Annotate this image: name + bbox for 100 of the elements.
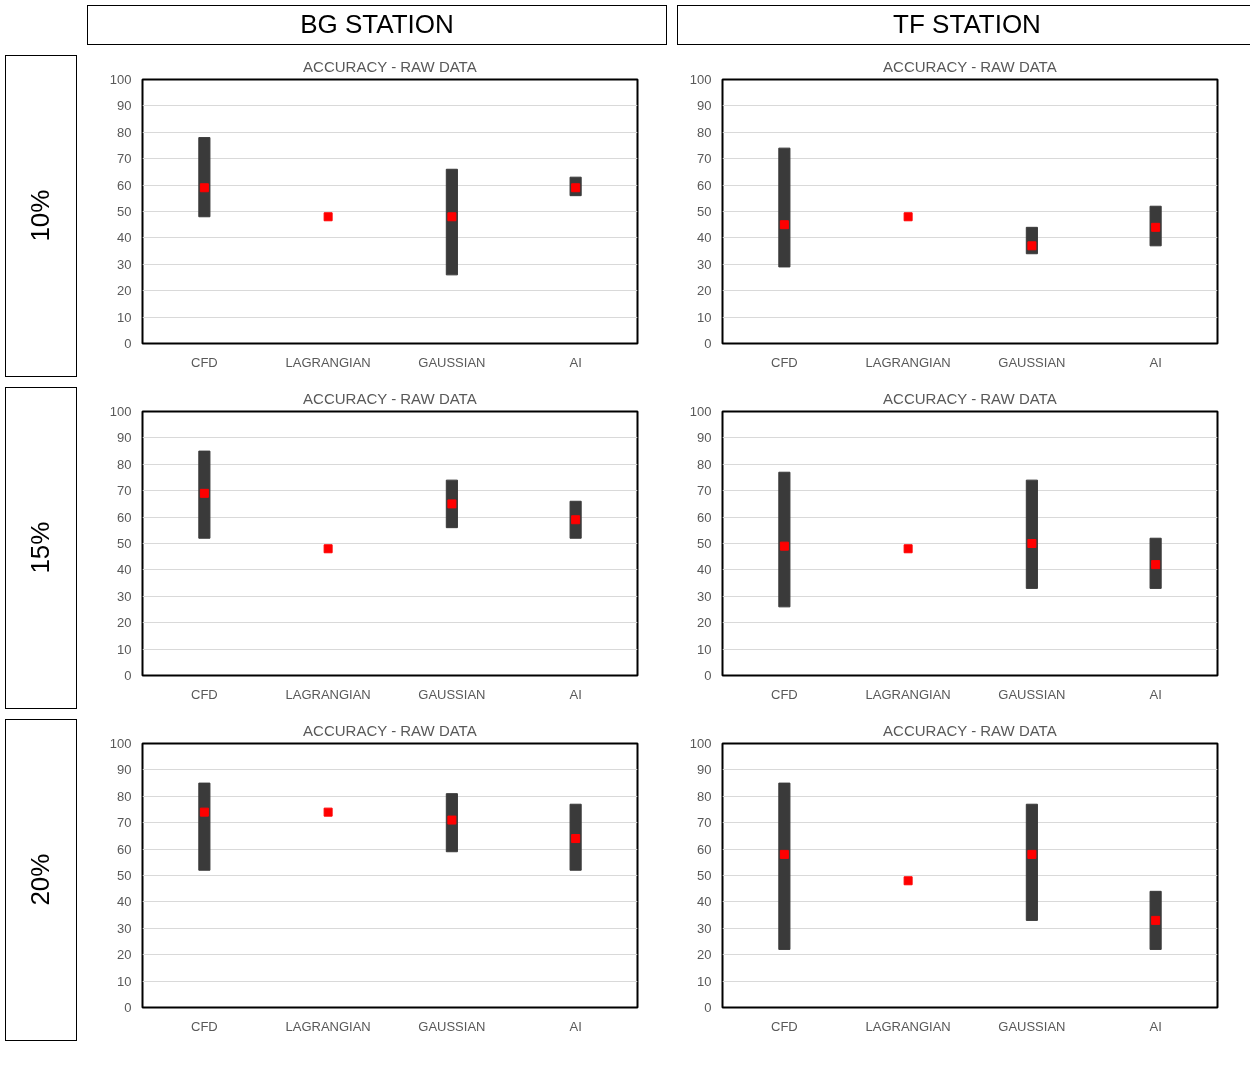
y-tick-label: 70 bbox=[697, 815, 712, 831]
y-tick-label: 10 bbox=[697, 641, 712, 657]
x-tick-label: CFD bbox=[771, 686, 798, 702]
x-tick-label: GAUSSIAN bbox=[998, 354, 1066, 370]
x-tick-label: AI bbox=[1149, 354, 1162, 370]
y-tick-label: 20 bbox=[117, 615, 132, 631]
y-tick-label: 0 bbox=[704, 668, 712, 683]
y-tick-label: 90 bbox=[117, 98, 132, 114]
y-tick-label: 100 bbox=[109, 736, 132, 751]
y-tick-label: 30 bbox=[697, 920, 712, 936]
chart-title: ACCURACY - RAW DATA bbox=[883, 721, 1057, 739]
y-tick-label: 10 bbox=[117, 309, 132, 325]
bar bbox=[445, 168, 458, 276]
bar bbox=[1025, 479, 1038, 589]
y-tick-label: 50 bbox=[697, 868, 712, 883]
x-tick-label: GAUSSIAN bbox=[418, 1018, 486, 1034]
y-tick-label: 90 bbox=[697, 762, 712, 778]
y-tick-label: 80 bbox=[697, 124, 712, 140]
y-tick-label: 80 bbox=[117, 456, 132, 472]
bar bbox=[1025, 803, 1038, 921]
chart-title: ACCURACY - RAW DATA bbox=[303, 57, 477, 75]
point bbox=[447, 815, 457, 825]
y-tick-label: 10 bbox=[117, 641, 132, 657]
y-tick-label: 60 bbox=[697, 177, 712, 193]
y-tick-label: 60 bbox=[117, 841, 132, 857]
x-tick-label: LAGRANGIAN bbox=[285, 1018, 371, 1034]
y-tick-label: 60 bbox=[697, 509, 712, 525]
chart-title: ACCURACY - RAW DATA bbox=[303, 721, 477, 739]
y-tick-label: 10 bbox=[697, 973, 712, 989]
y-tick-label: 100 bbox=[109, 72, 132, 87]
y-tick-label: 0 bbox=[124, 1000, 132, 1015]
y-tick-label: 30 bbox=[117, 256, 132, 272]
x-tick-label: AI bbox=[569, 354, 582, 370]
text: BG STATION bbox=[87, 5, 667, 45]
point bbox=[903, 544, 913, 554]
y-tick-label: 80 bbox=[697, 788, 712, 804]
x-tick-label: CFD bbox=[191, 1018, 218, 1034]
y-tick-label: 20 bbox=[117, 283, 132, 299]
bar bbox=[778, 147, 791, 268]
y-tick-label: 100 bbox=[109, 404, 132, 419]
point bbox=[447, 499, 457, 509]
point bbox=[779, 220, 789, 230]
y-tick-label: 20 bbox=[697, 283, 712, 299]
point bbox=[1027, 539, 1037, 548]
chart-title: ACCURACY - RAW DATA bbox=[883, 57, 1057, 75]
y-tick-label: 50 bbox=[117, 204, 132, 219]
point bbox=[323, 807, 333, 817]
text: 15% bbox=[24, 521, 57, 575]
y-tick-label: 70 bbox=[117, 815, 132, 831]
point bbox=[903, 876, 913, 886]
x-tick-label: GAUSSIAN bbox=[998, 686, 1066, 702]
y-tick-label: 80 bbox=[697, 456, 712, 472]
x-tick-label: AI bbox=[569, 686, 582, 702]
point bbox=[1151, 222, 1161, 232]
y-tick-label: 60 bbox=[117, 509, 132, 525]
y-tick-label: 30 bbox=[117, 588, 132, 604]
x-tick-label: CFD bbox=[771, 1018, 798, 1034]
y-tick-label: 70 bbox=[697, 483, 712, 499]
y-tick-label: 70 bbox=[117, 151, 132, 167]
y-tick-label: 50 bbox=[697, 536, 712, 551]
y-tick-label: 40 bbox=[697, 562, 712, 578]
x-tick-label: CFD bbox=[771, 354, 798, 370]
y-tick-label: 90 bbox=[697, 430, 712, 446]
text: 10% bbox=[24, 189, 57, 243]
y-tick-label: 90 bbox=[697, 98, 712, 114]
y-tick-label: 20 bbox=[697, 615, 712, 631]
y-tick-label: 100 bbox=[689, 72, 712, 87]
point bbox=[1027, 849, 1037, 859]
bar bbox=[778, 782, 791, 950]
x-tick-label: GAUSSIAN bbox=[998, 1018, 1066, 1034]
y-tick-label: 0 bbox=[704, 1000, 712, 1015]
y-tick-label: 0 bbox=[124, 668, 132, 683]
chart-title: ACCURACY - RAW DATA bbox=[303, 389, 477, 407]
y-tick-label: 20 bbox=[697, 947, 712, 963]
y-tick-label: 40 bbox=[117, 894, 132, 910]
point bbox=[903, 212, 913, 222]
y-tick-label: 10 bbox=[117, 973, 132, 989]
x-tick-label: LAGRANGIAN bbox=[865, 354, 951, 370]
y-tick-label: 40 bbox=[117, 562, 132, 578]
y-tick-label: 50 bbox=[117, 868, 132, 883]
y-tick-label: 60 bbox=[117, 177, 132, 193]
y-tick-label: 40 bbox=[697, 230, 712, 246]
text: 20% bbox=[24, 853, 57, 907]
y-tick-label: 80 bbox=[117, 788, 132, 804]
y-tick-label: 80 bbox=[117, 124, 132, 140]
y-tick-label: 30 bbox=[697, 588, 712, 604]
y-tick-label: 0 bbox=[704, 336, 712, 351]
y-tick-label: 20 bbox=[117, 947, 132, 963]
y-tick-label: 70 bbox=[697, 151, 712, 167]
x-tick-label: LAGRANGIAN bbox=[865, 686, 951, 702]
y-tick-label: 40 bbox=[117, 230, 132, 246]
chart-title: ACCURACY - RAW DATA bbox=[883, 389, 1057, 407]
point bbox=[323, 544, 333, 554]
y-tick-label: 30 bbox=[117, 920, 132, 936]
y-tick-label: 10 bbox=[697, 309, 712, 325]
bar bbox=[198, 137, 211, 218]
x-tick-label: AI bbox=[569, 1018, 582, 1034]
x-tick-label: LAGRANGIAN bbox=[285, 354, 371, 370]
x-tick-label: GAUSSIAN bbox=[418, 686, 486, 702]
y-tick-label: 30 bbox=[697, 256, 712, 272]
